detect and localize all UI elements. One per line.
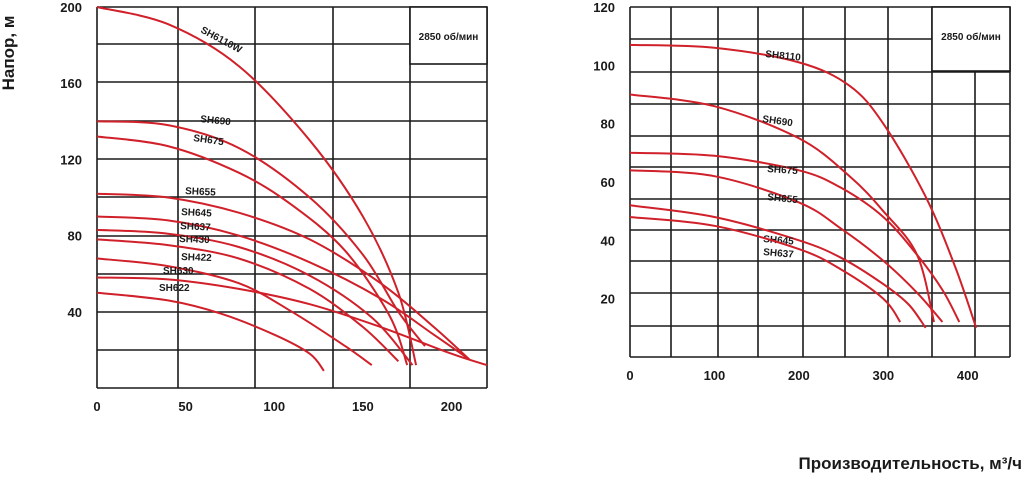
curve-label: SH422 (181, 252, 212, 264)
x-tick-label: 300 (872, 368, 894, 383)
x-tick-label: 200 (788, 368, 810, 383)
y-tick-label: 200 (60, 0, 82, 15)
y-tick-label: 120 (60, 152, 82, 167)
curve-label: SH655 (185, 186, 217, 199)
x-tick-label: 200 (441, 399, 463, 414)
y-tick-label: 100 (593, 58, 615, 73)
x-tick-label: 0 (93, 399, 100, 414)
y-tick-label: 40 (68, 305, 82, 320)
curve-label: SH430 (179, 234, 210, 246)
y-tick-label: 20 (601, 292, 615, 307)
curve-sh690 (96, 120, 426, 347)
curve-label: SH690 (200, 114, 232, 128)
y-axis-title: Напор, м (0, 16, 18, 91)
curve-sh6110w (96, 6, 418, 366)
curve-label: SH6110W (199, 25, 244, 56)
x-tick-label: 400 (957, 368, 979, 383)
curve-sh645 (96, 215, 470, 361)
curve-sh630 (96, 276, 488, 367)
speed-note: 2850 об/мин (419, 31, 479, 43)
curve-label: SH645 (181, 207, 213, 220)
curve-label: SH8110 (765, 49, 802, 64)
x-tick-label: 50 (178, 399, 192, 414)
y-tick-label: 60 (601, 175, 615, 190)
curve-sh637 (96, 228, 414, 366)
x-tick-label: 100 (263, 399, 285, 414)
y-tick-label: 120 (593, 0, 615, 15)
y-tick-label: 160 (60, 76, 82, 91)
curve-label: SH675 (767, 164, 799, 177)
curve-label: SH637 (763, 247, 795, 261)
curve-sh675 (96, 135, 409, 366)
y-tick-label: 80 (601, 117, 615, 132)
speed-note: 2850 об/мин (941, 31, 1001, 43)
curve-label: SH622 (159, 283, 190, 294)
chart-left: 2850 об/мин 0 50 100 150 200 40 80 120 160 200 SH61… (60, 0, 488, 414)
curve-sh622 (96, 291, 325, 372)
curve-sh655 (629, 169, 944, 323)
curve-sh8110 (629, 43, 978, 329)
x-axis-title: Производительность, м³/ч (799, 454, 1022, 473)
speed-box (931, 6, 1011, 72)
curve-sh637 (629, 216, 902, 323)
x-tick-label: 0 (626, 368, 633, 383)
curve-label: SH637 (180, 221, 212, 234)
chart-right: 2850 об/мин 0 100 200 300 400 20 40 60 80 100 120 SH… (593, 0, 1011, 383)
y-tick-label: 80 (68, 229, 82, 244)
y-tick-label: 40 (601, 233, 615, 248)
curve-sh655 (96, 192, 470, 361)
x-tick-label: 150 (352, 399, 374, 414)
curve-label: SH675 (193, 133, 225, 148)
curve-label: SH655 (767, 192, 799, 206)
curve-sh675 (629, 151, 961, 323)
curve-sh645 (629, 204, 927, 329)
curve-label: SH630 (163, 266, 194, 277)
x-tick-label: 100 (704, 368, 726, 383)
curve-sh430 (96, 238, 400, 363)
speed-box (409, 6, 488, 65)
curve-label: SH690 (762, 114, 794, 129)
